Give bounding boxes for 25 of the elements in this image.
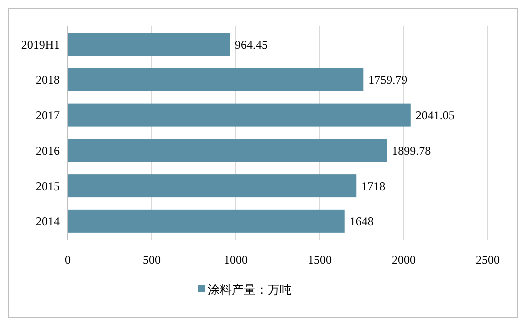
data-label: 2041.05	[416, 108, 455, 123]
legend-label: 涂料产量：万吨	[208, 283, 292, 298]
y-tick-label: 2016	[36, 144, 60, 158]
bar	[68, 210, 345, 233]
y-tick-label: 2018	[36, 73, 60, 88]
x-tick-label: 0	[65, 253, 71, 267]
bar	[68, 104, 411, 127]
bar	[68, 33, 230, 56]
bar	[68, 68, 364, 92]
data-label: 1648	[350, 214, 374, 229]
data-label: 1899.78	[392, 144, 432, 158]
data-label: 964.45	[235, 38, 268, 52]
bar	[68, 139, 388, 162]
x-tick-label: 2500	[476, 253, 500, 267]
y-tick-label: 2015	[36, 179, 60, 194]
x-tick-label: 2000	[392, 253, 416, 267]
bar	[68, 174, 357, 198]
data-label: 1759.79	[368, 73, 408, 88]
y-tick-label: 2019H1	[21, 38, 60, 52]
x-tick-label: 1500	[308, 253, 332, 267]
y-tick-label: 2014	[36, 214, 60, 229]
x-tick-label: 500	[143, 253, 161, 267]
y-tick-label: 2017	[36, 108, 60, 123]
x-tick-label: 1000	[224, 253, 248, 267]
data-label: 1718	[362, 179, 386, 194]
